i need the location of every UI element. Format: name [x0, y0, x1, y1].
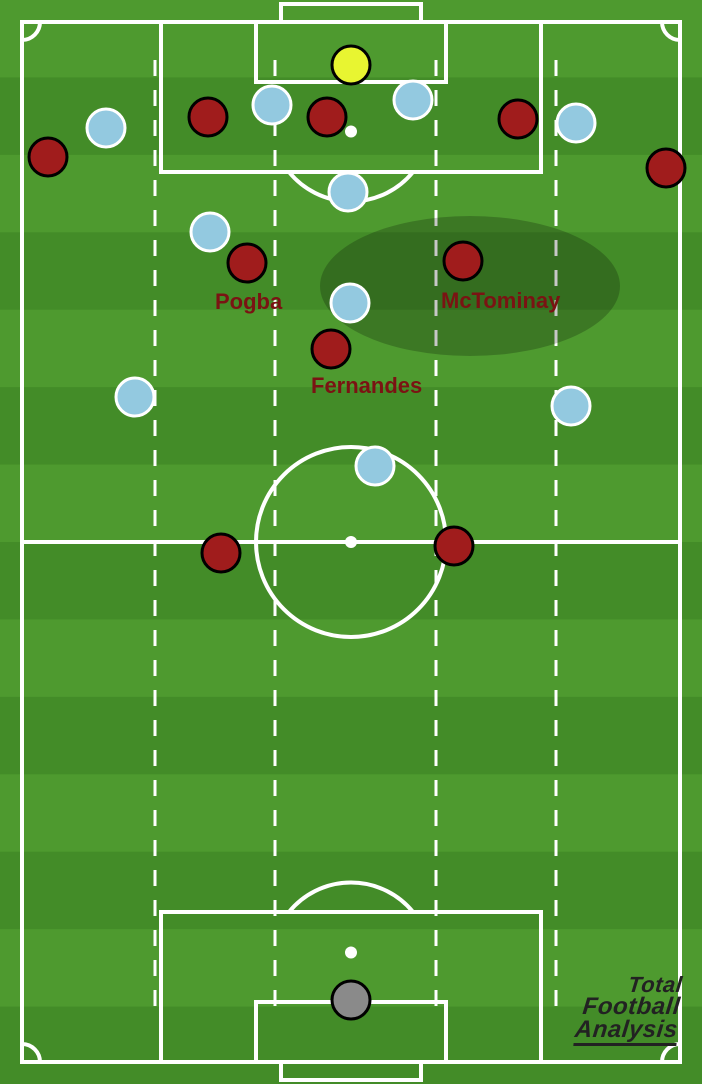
watermark-line3: Analysis	[574, 1018, 679, 1041]
penalty-spot-bottom	[345, 947, 357, 959]
player-sky	[557, 104, 595, 142]
goalkeeper-bottom	[332, 981, 370, 1019]
centre-spot	[345, 536, 357, 548]
player-sky	[329, 173, 367, 211]
player-red	[228, 244, 266, 282]
goalkeeper-top	[332, 46, 370, 84]
player-red	[189, 98, 227, 136]
player-red	[308, 98, 346, 136]
player-sky	[191, 213, 229, 251]
watermark-underline	[574, 1043, 677, 1046]
player-red	[29, 138, 67, 176]
pitch-svg: Pogba McTominay Fernandes	[0, 0, 702, 1084]
grass-stripe	[0, 542, 702, 620]
player-sky	[116, 378, 154, 416]
player-red	[444, 242, 482, 280]
player-sky	[331, 284, 369, 322]
highlight-zone	[320, 216, 620, 356]
player-red	[202, 534, 240, 572]
player-sky	[394, 81, 432, 119]
player-sky	[87, 109, 125, 147]
grass-stripe	[0, 387, 702, 465]
player-sky	[552, 387, 590, 425]
tactical-diagram: Pogba McTominay Fernandes Total Football A…	[0, 0, 702, 1084]
player-label: Pogba	[215, 289, 283, 314]
grass-stripe	[0, 852, 702, 930]
grass-stripe	[0, 697, 702, 775]
player-sky	[253, 86, 291, 124]
grass-stripe	[0, 465, 702, 543]
grass-stripe	[0, 619, 702, 697]
player-red	[435, 527, 473, 565]
player-label: Fernandes	[311, 373, 422, 398]
penalty-spot-top	[345, 126, 357, 138]
grass-stripe	[0, 774, 702, 852]
player-label: McTominay	[441, 288, 561, 313]
player-sky	[356, 447, 394, 485]
watermark-logo: Total Football Analysis	[574, 975, 684, 1046]
player-red	[499, 100, 537, 138]
player-red	[312, 330, 350, 368]
watermark-line2: Football	[576, 995, 681, 1018]
player-red	[647, 149, 685, 187]
